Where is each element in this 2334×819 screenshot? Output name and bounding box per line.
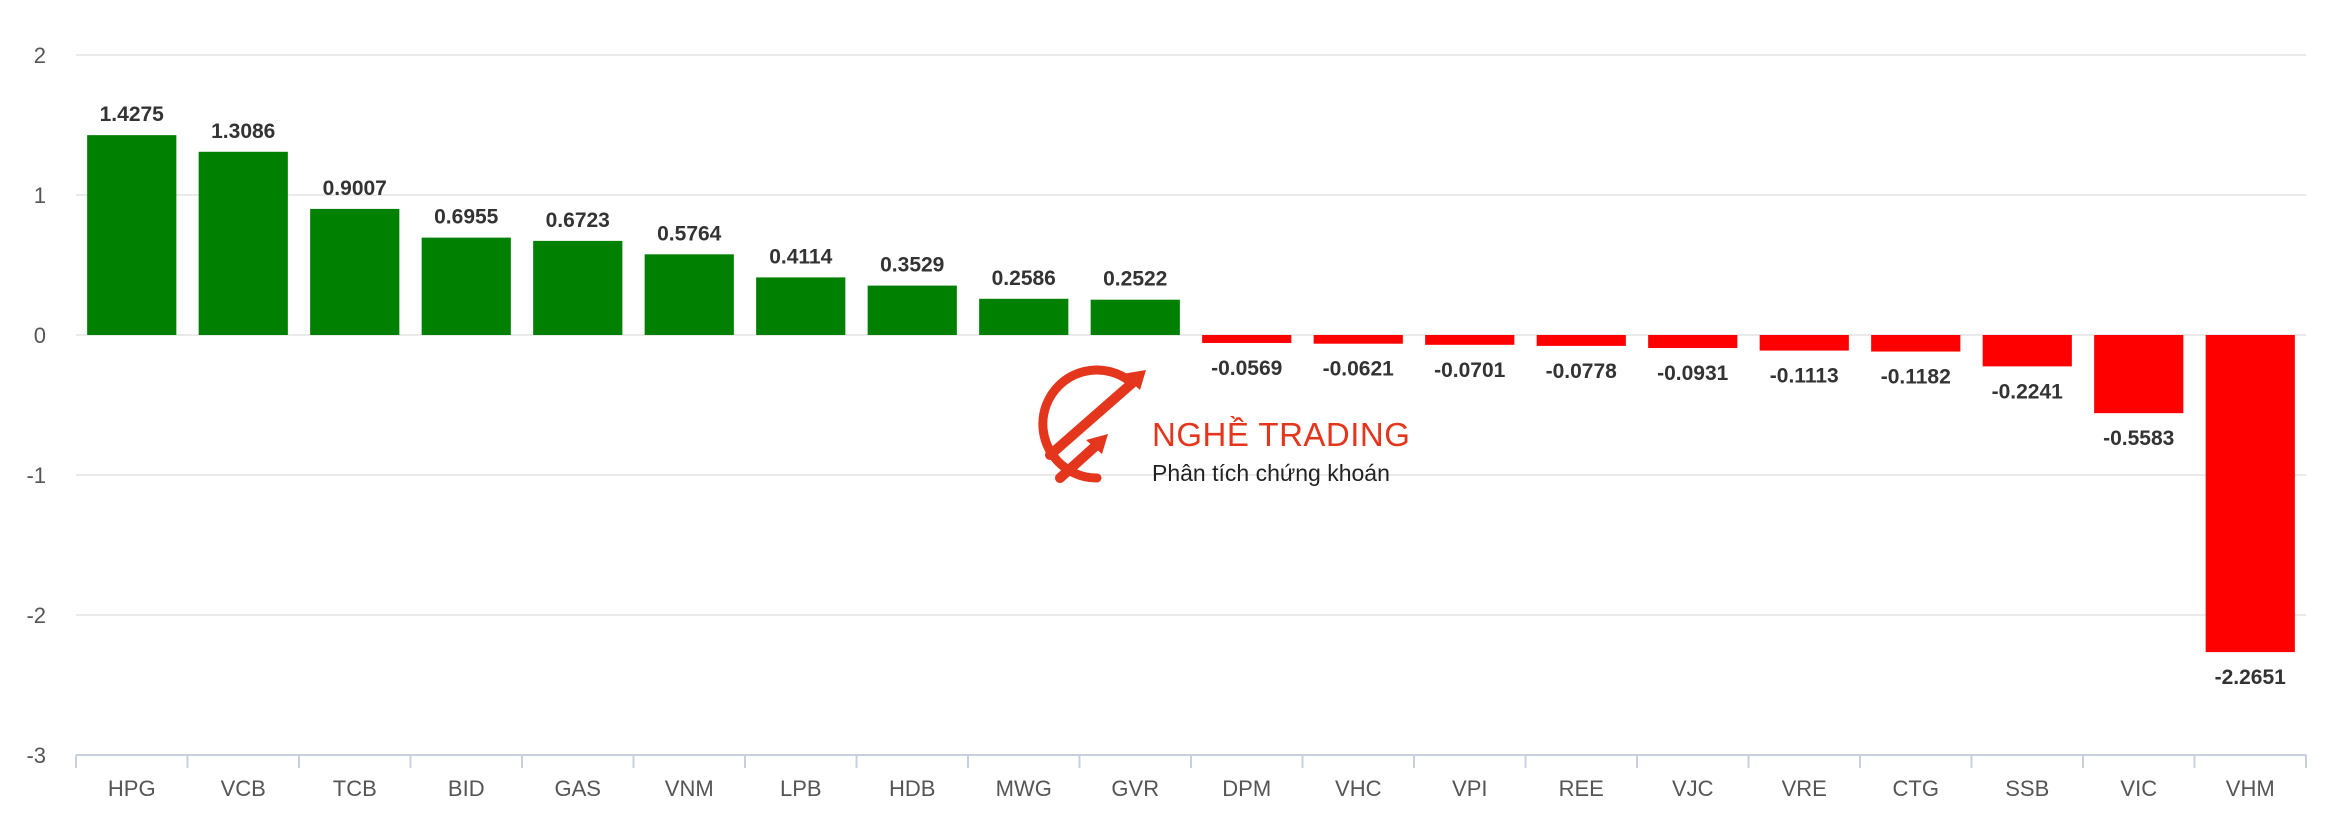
bar-ree[interactable] xyxy=(1536,335,1626,346)
y-tick-label: 1 xyxy=(34,183,46,208)
x-tick-label: DPM xyxy=(1222,776,1271,801)
y-tick-label: -3 xyxy=(26,743,46,768)
grid-lines xyxy=(76,54,2306,616)
y-tick-label: -1 xyxy=(26,463,46,488)
bar-hdb[interactable] xyxy=(867,285,957,335)
bar-tcb[interactable] xyxy=(310,208,400,335)
x-tick-label: GAS xyxy=(555,776,601,801)
x-tick-label: VJC xyxy=(1672,776,1714,801)
data-label: -0.0621 xyxy=(1323,358,1395,381)
data-label: 0.6723 xyxy=(546,209,610,232)
x-tick-label: SSB xyxy=(2005,776,2049,801)
trading-arrows-logo-icon xyxy=(1038,365,1146,483)
y-tick-label: -2 xyxy=(26,603,46,628)
bar-vpi[interactable] xyxy=(1425,335,1515,345)
x-tick-label: HPG xyxy=(108,776,156,801)
x-tick-label: LPB xyxy=(780,776,822,801)
bar-vre[interactable] xyxy=(1759,335,1849,351)
bar-vhm[interactable] xyxy=(2205,335,2295,653)
data-label: 0.5764 xyxy=(657,222,722,245)
bar-lpb[interactable] xyxy=(756,277,846,335)
bar-vhc[interactable] xyxy=(1313,335,1403,344)
data-label: 0.2586 xyxy=(992,267,1056,290)
data-label: 1.4275 xyxy=(100,103,165,126)
x-tick-label: HDB xyxy=(889,776,935,801)
bar-mwg[interactable] xyxy=(979,298,1069,335)
x-tick-label: VHM xyxy=(2226,776,2275,801)
x-tick-label: MWG xyxy=(996,776,1052,801)
x-tick-label: VCB xyxy=(221,776,266,801)
x-tick-label: VIC xyxy=(2120,776,2157,801)
x-tick-label: BID xyxy=(448,776,485,801)
data-label: -0.0569 xyxy=(1211,357,1282,380)
x-tick-label: VHC xyxy=(1335,776,1382,801)
x-tick-label: REE xyxy=(1559,776,1604,801)
data-label: -2.2651 xyxy=(2215,666,2287,689)
data-label: 0.4114 xyxy=(769,245,832,268)
bars xyxy=(87,135,2295,653)
x-tick-label: GVR xyxy=(1111,776,1159,801)
data-label: -0.0701 xyxy=(1434,359,1506,382)
y-tick-label: 0 xyxy=(34,323,46,348)
bar-vnm[interactable] xyxy=(644,254,734,335)
bar-gvr[interactable] xyxy=(1090,299,1180,335)
data-label: -0.0931 xyxy=(1657,362,1729,385)
bar-vcb[interactable] xyxy=(198,151,288,335)
bar-hpg[interactable] xyxy=(87,135,177,335)
x-tick-label: TCB xyxy=(333,776,377,801)
data-labels: 1.4275 1.3086 0.9007 0.6955 0.6723 0.5764 0.41… xyxy=(100,103,2287,689)
data-label: -0.2241 xyxy=(1992,380,2064,403)
bar-ctg[interactable] xyxy=(1871,335,1961,352)
x-tick-label: VRE xyxy=(1782,776,1827,801)
bar-dpm[interactable] xyxy=(1202,335,1292,343)
data-label: -0.1113 xyxy=(1770,365,1839,388)
data-label: 0.2522 xyxy=(1103,268,1167,291)
bar-bid[interactable] xyxy=(421,237,511,335)
axes: 2 1 0 -1 -2 -3 HPG VCB TCB BID GAS VNM LPB HDB MWG GVR D… xyxy=(26,43,2307,801)
data-label: -0.5583 xyxy=(2103,427,2174,450)
x-tick-label: VNM xyxy=(665,776,714,801)
y-tick-label: 2 xyxy=(34,43,46,68)
x-tick-label: CTG xyxy=(1893,776,1939,801)
bar-ssb[interactable] xyxy=(1982,335,2072,367)
watermark-logo: NGHỀ TRADING Phân tích chứng khoán xyxy=(1038,365,1410,486)
bar-vic[interactable] xyxy=(2094,335,2184,414)
data-label: -0.0778 xyxy=(1546,360,1618,383)
bar-gas[interactable] xyxy=(533,240,623,335)
data-label: 1.3086 xyxy=(211,120,275,143)
data-label: 0.9007 xyxy=(323,177,387,200)
data-label: 0.6955 xyxy=(434,206,499,229)
x-tick-label: VPI xyxy=(1452,776,1487,801)
watermark-subtitle: Phân tích chứng khoán xyxy=(1152,460,1390,486)
bar-vjc[interactable] xyxy=(1648,335,1738,349)
data-label: 0.3529 xyxy=(880,254,944,277)
data-label: -0.1182 xyxy=(1881,366,1951,389)
watermark-title: NGHỀ TRADING xyxy=(1152,416,1410,453)
